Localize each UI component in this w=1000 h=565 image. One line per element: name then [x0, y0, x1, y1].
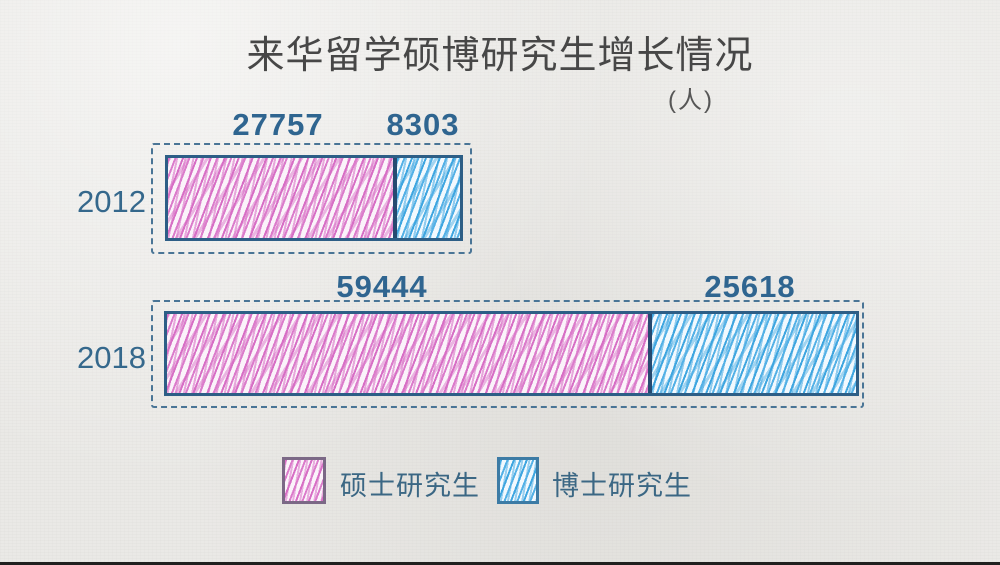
- value-label-2012-master: 27757: [232, 107, 324, 142]
- highlight-box-2012: [151, 143, 472, 254]
- bar-segment-2012-doctor: [393, 158, 460, 238]
- bar-row-2012: [165, 155, 463, 241]
- year-label-2012: 2012: [77, 184, 146, 219]
- legend-swatch-master: [282, 457, 326, 504]
- chart-title: 来华留学硕博研究生增长情况: [246, 35, 754, 77]
- highlight-box-2018: [151, 300, 864, 408]
- value-label-2012-doctor: 8303: [386, 107, 460, 142]
- bar-segment-2012-master: [168, 158, 393, 238]
- value-label-2018-doctor: 25618: [704, 269, 796, 304]
- screen-edge-strip: [0, 562, 1000, 565]
- unit-label: (人): [668, 87, 714, 114]
- legend-label-master: 硕士研究生: [340, 471, 480, 501]
- bar-row-2018: [164, 311, 859, 396]
- value-label-2018-master: 59444: [336, 269, 428, 304]
- legend-label-doctor: 博士研究生: [552, 471, 692, 501]
- year-label-2018: 2018: [77, 340, 146, 375]
- bar-segment-2018-master: [167, 314, 648, 393]
- legend-swatch-doctor: [497, 457, 539, 504]
- bar-segment-2018-doctor: [648, 314, 856, 393]
